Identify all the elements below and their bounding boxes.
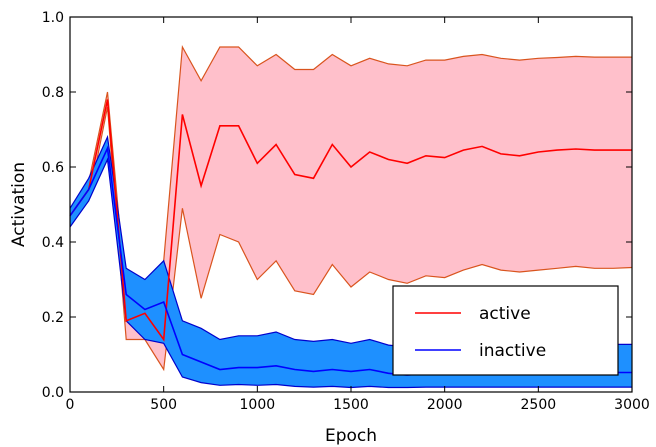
y-tick-label: 0.6 <box>42 160 64 176</box>
x-tick-label: 2500 <box>521 397 557 413</box>
band-lower-edge-active <box>69 106 633 372</box>
band-active <box>70 47 632 370</box>
x-tick-label: 2000 <box>427 397 463 413</box>
y-tick-label: 0.4 <box>42 235 64 251</box>
x-tick-label: 3000 <box>614 397 650 413</box>
x-axis-label: Epoch <box>325 426 377 446</box>
line-active <box>69 99 632 342</box>
y-tick-label: 0.8 <box>42 85 64 101</box>
x-tick-label: 0 <box>66 397 75 413</box>
legend-box <box>392 285 619 376</box>
y-axis-label: Activation <box>9 162 29 247</box>
y-tick-label: 1.0 <box>42 10 64 26</box>
y-tick-label: 0.0 <box>42 385 64 401</box>
legend-label-inactive: inactive <box>479 341 546 361</box>
x-tick-label: 500 <box>150 397 177 413</box>
y-tick-label: 0.2 <box>42 310 64 326</box>
x-axis-ticks: 0 500 1000 1500 2000 2500 3000 <box>66 17 650 413</box>
y-axis-ticks: 0.0 0.2 0.4 0.6 0.8 1.0 <box>42 10 632 401</box>
x-tick-label: 1500 <box>333 397 369 413</box>
x-tick-label: 1000 <box>240 397 276 413</box>
legend: active inactive <box>392 285 619 376</box>
legend-label-active: active <box>479 304 531 324</box>
